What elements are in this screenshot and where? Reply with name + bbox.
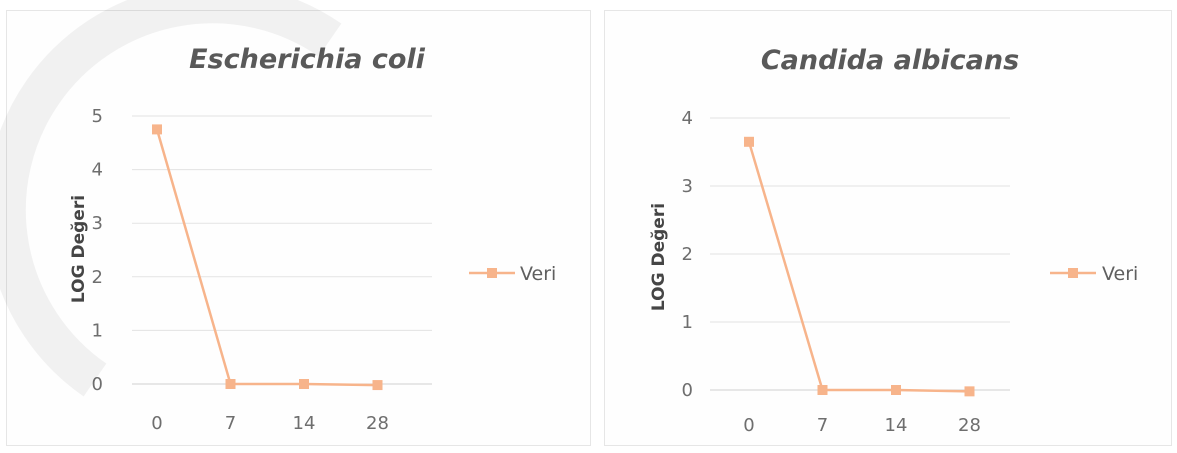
y-tick-label: 2: [92, 267, 103, 288]
x-tick-label: 28: [366, 413, 389, 434]
y-axis-title: LOG Değeri: [69, 195, 89, 303]
chart-svg-escherichia-coli: Escherichia coli 0 1 2 3 4 5 0 7 14 28 LOG Değeri Ve…: [69, 44, 556, 434]
y-tick-label: 4: [682, 108, 693, 129]
legend-label: Veri: [520, 263, 556, 285]
y-tick-label: 3: [92, 213, 103, 234]
data-point-marker: [225, 379, 236, 389]
x-tick-label: 14: [293, 413, 316, 434]
chart-panel-candida-albicans: Candida albicans 0 1 2 3 4 0 7 14 28 LOG Değeri Ver…: [604, 10, 1172, 446]
data-point-marker: [964, 386, 975, 397]
chart-title: Candida albicans: [761, 45, 1019, 76]
y-tick-label: 3: [682, 176, 693, 197]
y-tick-label: 5: [92, 106, 103, 127]
series-line-veri: [747, 141, 970, 393]
data-point-marker: [372, 380, 383, 391]
y-axis-title: LOG Değeri: [649, 203, 669, 311]
legend-marker: [487, 268, 497, 278]
data-point-marker: [744, 136, 754, 147]
x-tick-label: 7: [817, 415, 828, 436]
x-tick-label: 7: [225, 413, 236, 434]
x-tick-label: 0: [151, 413, 162, 434]
chart-svg-candida-albicans: Candida albicans 0 1 2 3 4 0 7 14 28 LOG Değeri Ver…: [649, 45, 1138, 436]
y-tick-label: 2: [682, 244, 693, 265]
data-point-marker: [891, 385, 901, 395]
y-tick-label: 4: [92, 160, 103, 181]
y-tick-label: 1: [92, 320, 103, 341]
data-point-marker: [817, 385, 828, 395]
series-line-veri: [155, 129, 378, 387]
y-tick-label: 0: [92, 374, 103, 395]
chart-title: Escherichia coli: [189, 44, 426, 75]
chart-panel-escherichia-coli: Escherichia coli 0 1 2 3 4 5 0 7 14 28 LOG Değeri Ve…: [6, 10, 591, 446]
data-point-marker: [152, 124, 162, 135]
legend-marker: [1068, 268, 1078, 278]
y-tick-label: 0: [682, 380, 693, 401]
x-tick-label: 0: [743, 415, 754, 436]
x-tick-label: 14: [885, 415, 908, 436]
x-tick-label: 28: [958, 415, 981, 436]
data-point-marker: [299, 379, 309, 389]
y-tick-label: 1: [682, 312, 693, 333]
legend-label: Veri: [1102, 263, 1138, 285]
